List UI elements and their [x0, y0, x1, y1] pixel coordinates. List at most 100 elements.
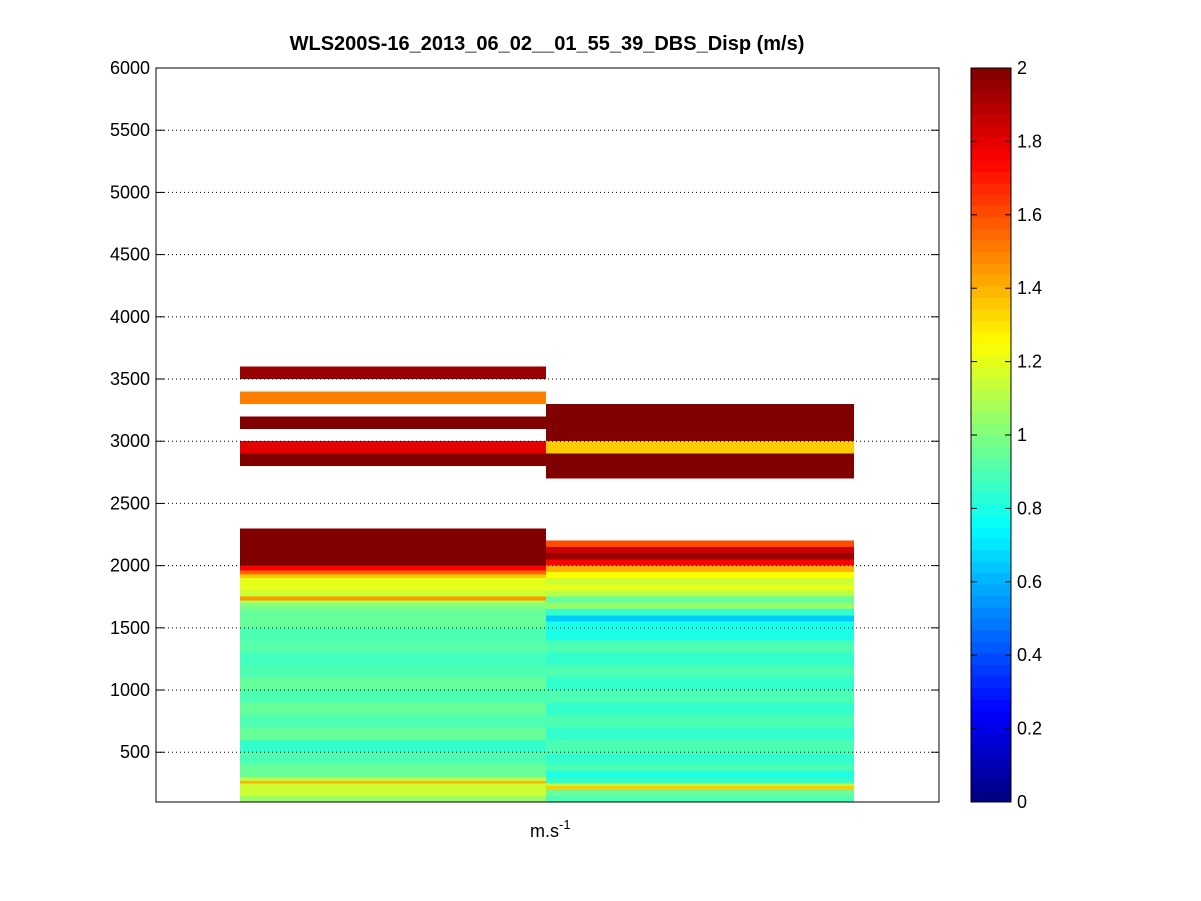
x-axis-label: m.s-1: [530, 817, 571, 841]
heatmap-cell: [240, 441, 546, 454]
heatmap-cell: [240, 528, 546, 566]
y-tick-label: 1500: [110, 618, 150, 638]
heatmap-cell: [240, 627, 546, 641]
y-tick-label: 2000: [110, 556, 150, 576]
colorbar-band: [971, 710, 1011, 723]
heatmap-cell: [546, 584, 854, 591]
heatmap-cell: [546, 565, 854, 572]
colorbar: 0 0.2 0.4 0.6 0.8 1 1.2 1.4 1.6 1.8 2: [970, 58, 1042, 812]
colorbar-band: [971, 194, 1011, 207]
colorbar-band: [971, 217, 1011, 230]
colorbar-band: [971, 262, 1011, 276]
colorbar-strip: [971, 68, 1011, 803]
heatmap-cell: [240, 600, 546, 603]
colorbar-band: [971, 790, 1011, 803]
heatmap-cell: [240, 574, 546, 579]
heatmap-cell: [240, 764, 546, 778]
heatmap-cell: [546, 403, 854, 442]
colorbar-band: [971, 733, 1011, 746]
heatmap-cell: [240, 652, 546, 666]
heatmap-cell: [546, 690, 854, 703]
plot-border: [155, 67, 940, 803]
heatmap-cell: [240, 565, 546, 571]
colorbar-tick-label: 0.6: [1017, 572, 1042, 592]
heatmap-cell: [240, 453, 546, 467]
heatmap-cell: [546, 770, 854, 778]
heatmap-cell: [546, 677, 854, 691]
heatmap-cell: [546, 609, 854, 616]
heatmap-cell: [546, 665, 854, 678]
colorbar-band: [971, 377, 1011, 390]
heatmap-cell: [546, 783, 854, 786]
colorbar-band: [971, 102, 1011, 115]
heatmap-cell: [240, 602, 546, 610]
colorbar-band: [971, 698, 1011, 711]
colorbar-band: [971, 228, 1011, 241]
colorbar-band: [971, 538, 1011, 551]
heatmap-cell: [546, 739, 854, 753]
heatmap-cell: [240, 780, 546, 784]
colorbar-band: [971, 480, 1011, 493]
heatmap-cell: [546, 714, 854, 728]
heatmap-cell: [240, 795, 546, 802]
colorbar-band: [971, 629, 1011, 643]
y-tick-label: 6000: [110, 58, 150, 78]
colorbar-band: [971, 652, 1011, 665]
y-tick-label: 2500: [110, 493, 150, 513]
colorbar-band: [971, 423, 1011, 436]
colorbar-band: [971, 664, 1011, 677]
colorbar-tick-label: 1: [1017, 425, 1027, 445]
heatmap-cell: [240, 584, 546, 591]
colorbar-tick-label: 1.2: [1017, 352, 1042, 372]
colorbar-band: [971, 435, 1011, 448]
heatmap-cell: [546, 596, 854, 603]
colorbar-band: [971, 251, 1011, 264]
colorbar-band: [971, 457, 1011, 471]
heatmap-cell: [546, 546, 854, 554]
colorbar-tick-label: 1.8: [1017, 131, 1042, 151]
colorbar-band: [971, 297, 1011, 310]
colorbar-band: [971, 308, 1011, 321]
colorbar-band: [971, 68, 1011, 81]
heatmap-cell: [546, 621, 854, 628]
heatmap-cell: [546, 553, 854, 560]
heatmap-cell: [240, 590, 546, 597]
colorbar-band: [971, 113, 1011, 126]
colorbar-band: [971, 503, 1011, 516]
heatmap-cell: [240, 783, 546, 796]
grid-lines: [156, 129, 939, 753]
colorbar-band: [971, 354, 1011, 367]
colorbar-band: [971, 240, 1011, 253]
heatmap-cell: [240, 640, 546, 653]
colorbar-band: [971, 492, 1011, 505]
colorbar-tick-label: 0.2: [1017, 719, 1042, 739]
y-tick-label: 5000: [110, 182, 150, 202]
heatmap-cell: [546, 795, 854, 802]
colorbar-band: [971, 595, 1011, 608]
heatmap-cell: [546, 764, 854, 771]
heatmap-cell: [240, 665, 546, 678]
colorbar-band: [971, 779, 1011, 792]
heatmap-cell: [240, 739, 546, 753]
colorbar-band: [971, 285, 1011, 298]
heatmap-cell: [240, 416, 546, 429]
colorbar-band: [971, 607, 1011, 620]
colorbar-tick-label: 0.4: [1017, 645, 1042, 665]
colorbar-band: [971, 756, 1011, 769]
heatmap-cell: [546, 627, 854, 641]
heatmap-cell: [240, 570, 546, 575]
heatmap-cell: [240, 578, 546, 585]
colorbar-band: [971, 561, 1011, 574]
colorbar-band: [971, 675, 1011, 688]
colorbar-band: [971, 90, 1011, 104]
heatmap-cell: [546, 702, 854, 715]
colorbar-band: [971, 400, 1011, 413]
x-axis-label-base: m.s: [530, 821, 559, 841]
colorbar-band: [971, 274, 1011, 287]
y-tick-label: 4500: [110, 245, 150, 265]
colorbar-band: [971, 515, 1011, 528]
y-axis: 500 1000 1500 2000 2500 3000 3500 4000 4500 5000 5…: [110, 58, 939, 762]
heatmap-cell: [546, 602, 854, 610]
colorbar-tick-label: 0.8: [1017, 498, 1042, 518]
colorbar-band: [971, 744, 1011, 757]
